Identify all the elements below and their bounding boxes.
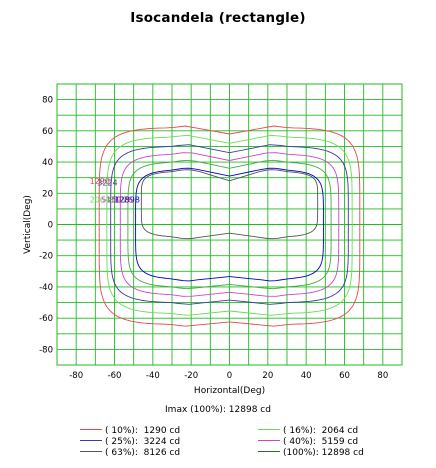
contour-value-label: 2064 [90, 196, 110, 205]
contour-line-inner [140, 169, 319, 240]
contour-value-label: 5126 [113, 196, 133, 205]
y-tick-label: 20 [42, 189, 53, 199]
contour-line [98, 125, 361, 327]
legend-swatch [258, 451, 280, 452]
plot-frame [56, 83, 403, 366]
y-tick-label: -60 [39, 314, 53, 324]
y-tick-label: 0 [48, 221, 53, 231]
x-tick-label: 80 [377, 371, 388, 381]
legend-label: ( 63%): 8126 cd [105, 448, 181, 458]
legend-label: ( 16%): 2064 cd [283, 426, 359, 436]
legend-entry: ( 10%): 1290 cd [80, 426, 180, 436]
x-tick-label: 0 [227, 371, 232, 381]
x-tick-label: -60 [108, 371, 122, 381]
legend-label: ( 10%): 1290 cd [105, 426, 181, 436]
grid-lines [56, 83, 403, 366]
x-axis-label: Horizontal(Deg) [194, 386, 265, 396]
legend-entry: ( 63%): 8126 cd [80, 448, 180, 458]
y-tick-label: -20 [39, 252, 53, 262]
legend-swatch [80, 451, 102, 452]
legend-entry: ( 16%): 2064 cd [258, 426, 358, 436]
legend-label: (100%): 12898 cd [283, 448, 364, 458]
contour-value-label: 1290 [90, 177, 110, 186]
y-axis-label: Vertical(Deg) [23, 195, 33, 254]
contour-line [127, 159, 332, 290]
y-tick-label: 40 [42, 158, 53, 168]
x-tick-label: -20 [184, 371, 198, 381]
y-tick-label: 60 [42, 127, 53, 137]
legend-entry: ( 40%): 5159 cd [258, 437, 358, 447]
x-tick-label: 40 [301, 371, 312, 381]
x-tick-label: -40 [146, 371, 160, 381]
contour-value-label: 12898 [115, 196, 140, 205]
legend-entry: ( 25%): 3224 cd [80, 437, 180, 447]
legend-swatch [80, 429, 102, 430]
chart-title: Isocandela (rectangle) [130, 10, 306, 26]
legend-swatch [258, 429, 280, 430]
contour-value-label: 8126 [109, 196, 129, 205]
legend-label: ( 40%): 5159 cd [283, 437, 359, 447]
legend-label: ( 25%): 3224 cd [105, 437, 181, 447]
contour-line [110, 144, 349, 305]
contour-layer [98, 125, 361, 327]
x-tick-label: -80 [69, 371, 83, 381]
y-tick-label: -80 [39, 345, 53, 355]
y-tick-label: -40 [39, 283, 53, 293]
contour-line [135, 167, 324, 282]
imax-label: Imax (100%): 12898 cd [165, 405, 271, 415]
contour-line [106, 134, 353, 316]
contour-value-label: 3224 [97, 178, 117, 187]
x-tick-label: 20 [262, 371, 273, 381]
contour-value-label: 5159 [101, 196, 121, 205]
x-tick-label: 60 [339, 371, 350, 381]
axis-layer: -80 -60 -40 -20 0 20 40 60 80 80 60 40 20 0 -20 -40 -60 -… [23, 96, 388, 396]
y-tick-label: 80 [42, 96, 53, 106]
legend-swatch [80, 440, 102, 441]
legend-entry: (100%): 12898 cd [258, 448, 364, 458]
contour-line [119, 152, 340, 297]
legend-swatch [258, 440, 280, 441]
